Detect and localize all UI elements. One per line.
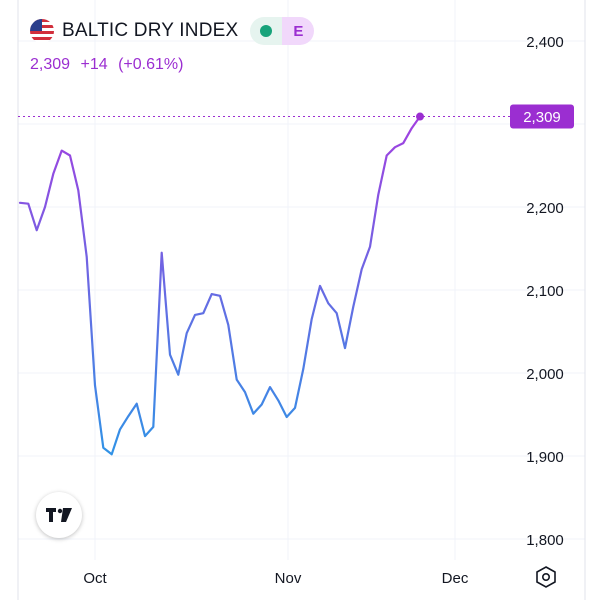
green-dot-icon	[260, 25, 273, 37]
price-change: +14	[80, 56, 108, 73]
exchange-badge: E	[282, 17, 315, 45]
settings-hexagon-icon[interactable]	[534, 565, 558, 589]
last-price: 2,309	[30, 56, 71, 73]
price-quote: 2,309 +14 (+0.61%)	[30, 56, 314, 74]
last-price-tag-label: 2,309	[523, 109, 561, 126]
x-tick-label: Oct	[83, 570, 107, 587]
last-price-tag	[510, 104, 574, 129]
us-flag-icon	[30, 19, 54, 43]
last-price-point[interactable]	[416, 112, 424, 121]
y-tick-label: 1,800	[526, 532, 564, 549]
y-tick-label: 2,000	[526, 366, 564, 383]
symbol-title[interactable]: BALTIC DRY INDEX	[62, 20, 239, 41]
y-tick-label: 2,200	[526, 200, 564, 217]
x-tick-label: Nov	[275, 570, 302, 587]
x-tick-label: Dec	[442, 570, 469, 587]
tradingview-logo-icon[interactable]	[36, 492, 82, 538]
market-status-pill[interactable]: E	[250, 17, 315, 45]
y-tick-label: 2,100	[526, 283, 564, 300]
price-change-percent: (+0.61%)	[118, 56, 184, 73]
series-line[interactable]	[18, 115, 422, 456]
chart-header: BALTIC DRY INDEX E 2,309 +14 (+0.61%)	[30, 14, 315, 74]
y-tick-label: 1,900	[526, 449, 564, 466]
y-tick-label: 2,400	[526, 34, 564, 51]
